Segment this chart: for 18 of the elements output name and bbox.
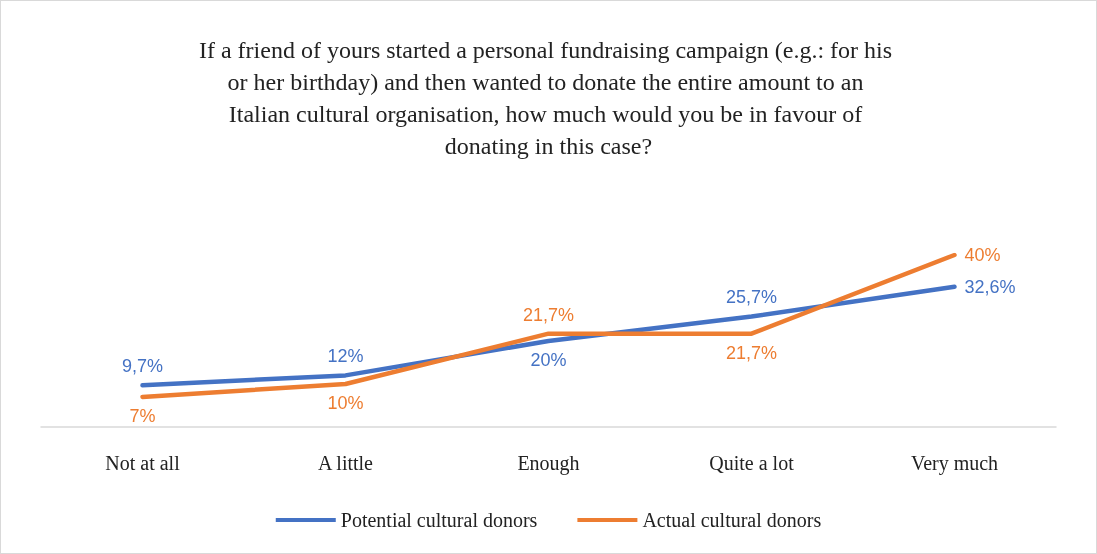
- chart-title: If a friend of yours started a personal fundraising campaign (e.g.: for his or her birthday) and then wanted to donate the entire amount to an Italian cultural organisation, how much would you be in favour of donating in this case?: [198, 37, 899, 159]
- data-label: 21,7%: [725, 342, 778, 363]
- x-tick-label: Not at all: [105, 452, 181, 474]
- data-label: 7%: [129, 405, 156, 426]
- legend-label: Potential cultural donors: [340, 509, 538, 531]
- legend-label: Actual cultural donors: [642, 509, 822, 531]
- x-tick-label: Quite a lot: [709, 452, 795, 474]
- data-label: 20%: [530, 350, 567, 370]
- x-tick-label: Very much: [910, 452, 999, 475]
- data-label: 21,7%: [522, 304, 575, 325]
- data-label: 25,7%: [725, 287, 778, 308]
- x-tick-label: A little: [318, 452, 374, 474]
- data-label: 9,7%: [121, 356, 164, 377]
- data-label: 10%: [327, 393, 364, 413]
- x-tick-label: Enough: [517, 452, 580, 475]
- data-label: 12%: [327, 346, 364, 367]
- data-label: 40%: [964, 245, 1001, 265]
- data-label: 32,6%: [964, 276, 1016, 297]
